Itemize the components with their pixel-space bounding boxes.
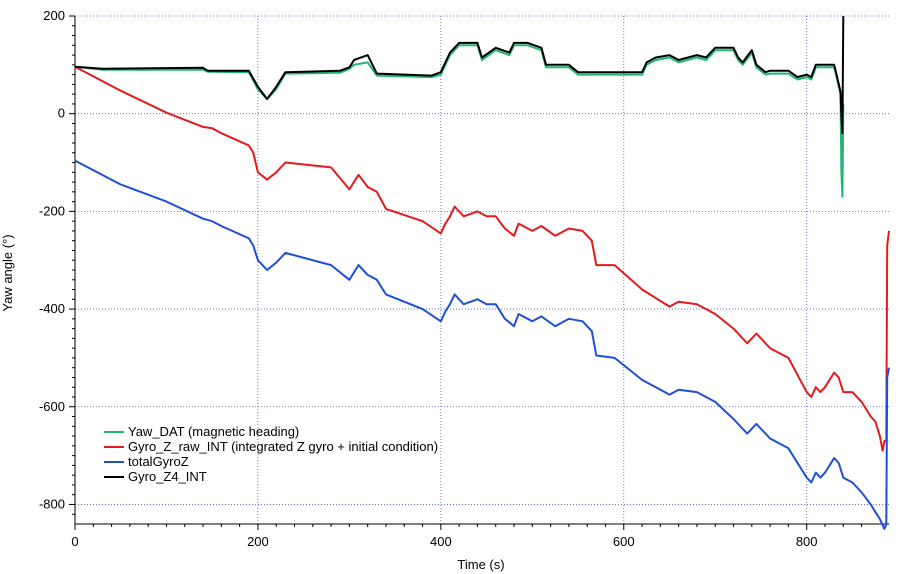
x-tick-label: 400 bbox=[430, 534, 452, 549]
y-tick-label: -200 bbox=[39, 203, 65, 218]
gyro-z-raw-int-line bbox=[74, 65, 890, 452]
axes: 0 200 400 600 800 200 0 -200 -400 -600 -800 bbox=[39, 8, 889, 549]
grid bbox=[74, 15, 889, 524]
gyro-z4-int-line bbox=[74, 15, 845, 135]
x-tick-label: 800 bbox=[796, 534, 818, 549]
x-tick-label: 600 bbox=[613, 534, 635, 549]
total-gyro-z-line bbox=[74, 159, 890, 530]
y-tick-label: 200 bbox=[43, 8, 65, 23]
x-tick-label: 200 bbox=[247, 534, 269, 549]
y-tick-label: -400 bbox=[39, 301, 65, 316]
y-tick-label: -600 bbox=[39, 399, 65, 414]
series-lines bbox=[74, 15, 890, 530]
y-axis-title: Yaw angle (°) bbox=[0, 234, 15, 311]
legend: Yaw_DAT (magnetic heading)Gyro_Z_raw_INT… bbox=[104, 424, 438, 484]
legend-label: Gyro_Z4_INT bbox=[128, 469, 207, 484]
y-tick-label: -800 bbox=[39, 496, 65, 511]
yaw-dat-line bbox=[74, 44, 845, 198]
legend-label: Gyro_Z_raw_INT (integrated Z gyro + init… bbox=[128, 439, 438, 454]
x-tick-label: 0 bbox=[71, 534, 78, 549]
x-axis-title: Time (s) bbox=[457, 557, 504, 572]
y-tick-label: 0 bbox=[58, 106, 65, 121]
legend-label: Yaw_DAT (magnetic heading) bbox=[128, 424, 299, 439]
legend-label: totalGyroZ bbox=[128, 454, 189, 469]
